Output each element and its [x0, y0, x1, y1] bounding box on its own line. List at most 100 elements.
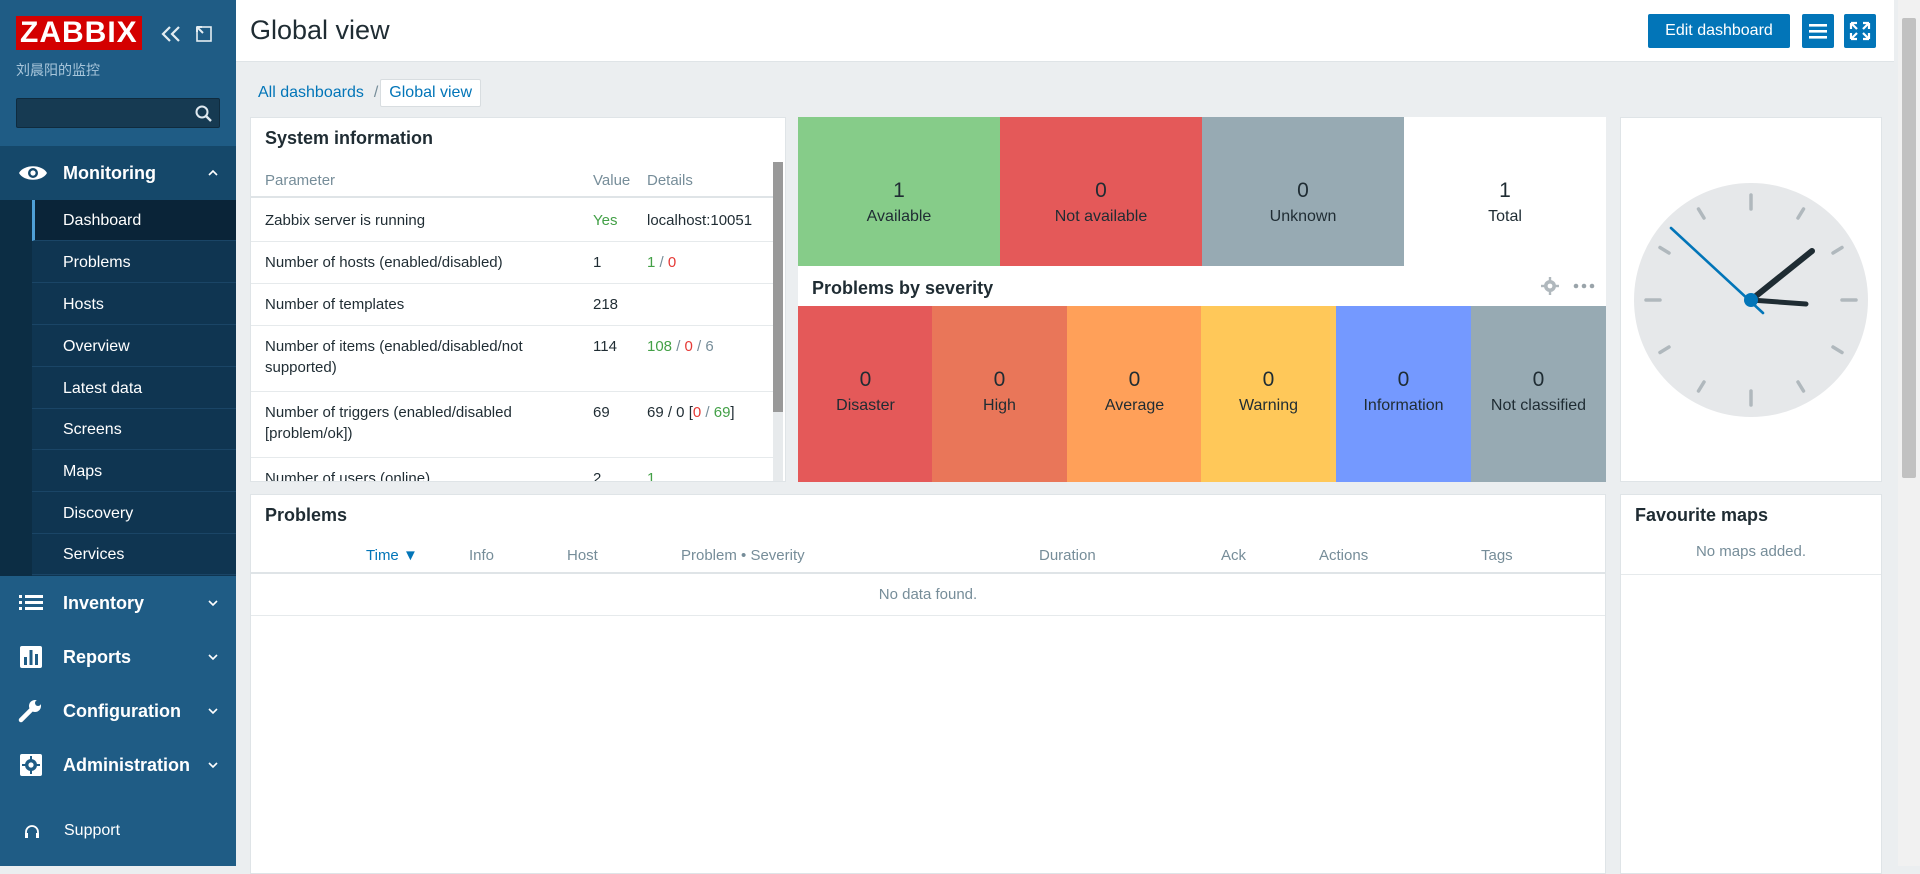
- value-cell: 69: [593, 404, 610, 421]
- chevron-down-icon: [208, 758, 218, 772]
- table-header: Time ▼ Info Host Problem • Severity Dura…: [251, 539, 1605, 574]
- column-header: Value: [593, 172, 631, 189]
- submenu-item-problems[interactable]: Problems: [32, 242, 236, 283]
- gear-icon[interactable]: [1540, 276, 1560, 301]
- collapse-sidebar-icon[interactable]: [160, 24, 182, 49]
- enabled-count: 1: [647, 254, 656, 271]
- severity-count: 0: [1397, 368, 1410, 391]
- chevron-down-icon: [208, 596, 218, 610]
- table-row: Zabbix server is running Yes localhost:1…: [251, 200, 773, 242]
- host-availability-available[interactable]: 1 Available: [798, 117, 1000, 266]
- submenu-item-overview[interactable]: Overview: [32, 326, 236, 367]
- availability-count: 1: [1499, 179, 1511, 202]
- severity-not-classified[interactable]: 0 Not classified: [1471, 306, 1606, 482]
- page-scrollbar[interactable]: [1898, 0, 1920, 866]
- severity-count: 0: [993, 368, 1006, 391]
- value-cell: 218: [593, 296, 619, 313]
- clock-minute-hand: [1748, 297, 1809, 307]
- trigger-suffix: ]: [730, 404, 735, 421]
- menu-configuration-label: Configuration: [63, 700, 181, 721]
- severity-label: Not classified: [1490, 397, 1587, 414]
- value-cell: Yes: [593, 212, 618, 229]
- details-cell: 1: [647, 470, 656, 482]
- value-cell: 2: [593, 470, 602, 482]
- breadcrumb-all-dashboards[interactable]: All dashboards: [258, 84, 364, 101]
- disabled-count: 0: [667, 254, 677, 271]
- monitoring-submenu: Dashboard Problems Hosts Overview Latest…: [0, 200, 236, 576]
- breadcrumb: All dashboards / Global view: [250, 78, 481, 108]
- chevron-down-icon: [208, 704, 218, 718]
- submenu-item-latest-data[interactable]: Latest data: [32, 368, 236, 409]
- widget-title: Problems: [265, 505, 348, 525]
- host-availability-unknown[interactable]: 0 Unknown: [1202, 117, 1404, 266]
- zabbix-logo[interactable]: ZABBIX: [16, 16, 142, 50]
- param-cell: Number of items (enabled/disabled/not su…: [265, 338, 523, 376]
- widget-title: System information: [265, 128, 434, 148]
- sidebar-search-input[interactable]: [16, 98, 220, 128]
- host-availability-not-available[interactable]: 0 Not available: [1000, 117, 1202, 266]
- details-cell: 1 / 0: [647, 254, 677, 271]
- submenu-item-discovery[interactable]: Discovery: [32, 493, 236, 534]
- menu-configuration[interactable]: Configuration: [0, 684, 236, 738]
- eye-icon: [18, 161, 47, 185]
- menu-administration[interactable]: Administration: [0, 738, 236, 792]
- submenu-item-maps[interactable]: Maps: [32, 451, 236, 492]
- kiosk-mode-icon[interactable]: [194, 24, 214, 49]
- trigger-prefix: 69 / 0 [: [647, 404, 693, 421]
- edit-dashboard-button[interactable]: Edit dashboard: [1648, 14, 1790, 48]
- submenu-item-services[interactable]: Services: [32, 534, 236, 575]
- severity-label: Average: [1104, 397, 1165, 414]
- severity-average[interactable]: 0 Average: [1067, 306, 1202, 482]
- fullscreen-icon: [1844, 21, 1876, 52]
- availability-count: 1: [893, 179, 905, 202]
- host-availability-widget: 1 Available 0 Not available 0 Unknown 1 …: [798, 117, 1606, 266]
- clock-hour-hand: [1748, 248, 1815, 303]
- column-header: Details: [647, 172, 693, 189]
- ok-count: 69: [713, 404, 731, 421]
- menu-inventory[interactable]: Inventory: [0, 576, 236, 630]
- value-cell: 114: [593, 338, 617, 355]
- fullscreen-button[interactable]: [1844, 14, 1876, 48]
- severity-disaster[interactable]: 0 Disaster: [798, 306, 933, 482]
- menu-reports-label: Reports: [63, 646, 132, 667]
- column-header-time[interactable]: Time ▼: [366, 547, 418, 564]
- bar-chart-icon: [18, 645, 44, 669]
- availability-label: Available: [866, 208, 932, 225]
- submenu-item-dashboard[interactable]: Dashboard: [32, 200, 236, 241]
- widget-title: Favourite maps: [1635, 505, 1769, 525]
- submenu-item-screens[interactable]: Screens: [32, 409, 236, 450]
- severity-information[interactable]: 0 Information: [1336, 306, 1471, 482]
- chevron-up-icon: [208, 166, 218, 180]
- severity-high[interactable]: 0 High: [932, 306, 1067, 482]
- support-link[interactable]: Support: [0, 816, 236, 846]
- system-information-widget: System information Parameter Value Detai…: [250, 117, 786, 482]
- scrollbar-thumb[interactable]: [1902, 18, 1916, 478]
- severity-count: 0: [859, 368, 872, 391]
- clock-widget: [1620, 117, 1882, 482]
- menu-monitoring[interactable]: Monitoring: [0, 146, 236, 200]
- search-icon[interactable]: [195, 105, 213, 128]
- widget-scrollbar[interactable]: [773, 162, 783, 481]
- severity-label: Disaster: [836, 397, 895, 414]
- breadcrumb-separator: /: [373, 84, 379, 101]
- page-title: Global view: [250, 15, 390, 45]
- menu-reports[interactable]: Reports: [0, 630, 236, 684]
- more-options-icon[interactable]: [1572, 276, 1596, 301]
- analog-clock: [1634, 183, 1868, 417]
- problems-by-severity-widget: Problems by severity 0 Disaster 0 High 0…: [798, 266, 1606, 482]
- severity-warning[interactable]: 0 Warning: [1201, 306, 1336, 482]
- param-cell: Number of hosts (enabled/disabled): [265, 254, 503, 271]
- param-cell: Number of users (online): [265, 470, 431, 482]
- submenu-item-hosts[interactable]: Hosts: [32, 284, 236, 325]
- column-header: Parameter: [265, 172, 336, 189]
- severity-count: 0: [1262, 368, 1275, 391]
- column-header-tags: Tags: [1481, 547, 1513, 564]
- scrollbar-thumb[interactable]: [773, 162, 783, 412]
- availability-label: Not available: [1054, 208, 1148, 225]
- table-header: Parameter Value Details: [251, 164, 773, 198]
- logo-row: ZABBIX: [16, 16, 142, 50]
- host-availability-total[interactable]: 1 Total: [1404, 117, 1606, 266]
- breadcrumb-global-view[interactable]: Global view: [380, 79, 481, 107]
- availability-label: Unknown: [1269, 208, 1337, 225]
- dashboard-actions-button[interactable]: [1802, 14, 1834, 48]
